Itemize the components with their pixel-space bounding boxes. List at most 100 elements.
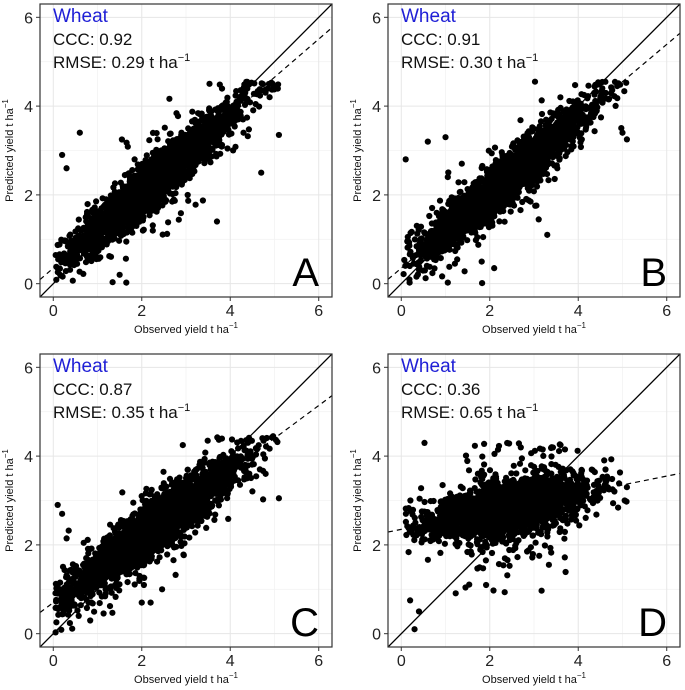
data-point [540,170,547,177]
data-point [109,279,116,286]
data-point [216,136,223,143]
data-point [194,132,201,139]
data-point [177,210,184,217]
data-point [550,126,557,133]
data-point [426,212,433,220]
data-point [90,245,97,252]
data-point [536,123,543,130]
data-point [545,148,552,155]
data-point [218,128,225,135]
data-point [504,164,511,171]
data-point [549,154,556,161]
data-point [156,196,163,203]
data-point [517,117,524,124]
y-tick-label: 0 [24,277,33,294]
data-point [519,157,526,164]
data-point [443,228,450,235]
data-point [446,237,454,244]
y-tick-label: 2 [24,188,33,205]
data-point [529,173,536,180]
data-point [572,82,579,89]
x-tick-label: 4 [226,303,235,320]
data-point [464,237,471,244]
data-point [93,198,100,205]
data-point [64,257,71,264]
crop-label: Wheat [401,6,457,27]
data-point [480,234,487,241]
data-point [473,192,480,200]
data-point [571,130,578,137]
data-point [498,149,505,156]
data-point [256,103,263,110]
data-point [161,124,168,131]
data-point [110,194,117,201]
data-point [476,175,483,182]
data-point [455,179,462,186]
data-point [562,132,569,139]
data-point [95,208,102,215]
data-point [551,175,558,183]
data-point [491,144,499,151]
data-point [134,166,141,173]
data-point [522,148,529,155]
data-point [444,174,451,181]
data-point [538,110,546,118]
data-point [545,177,552,184]
data-point [623,79,630,86]
data-point [161,145,168,152]
data-point [106,231,113,238]
data-point [507,154,514,161]
data-point [517,207,524,214]
data-point [213,153,220,160]
y-axis-title: Predicted yield t ha−1 [349,99,364,202]
data-point [233,88,240,95]
data-point [138,162,145,169]
data-point [123,279,130,286]
data-point [58,259,65,266]
crop-label: Wheat [53,6,109,27]
data-point [502,157,509,165]
data-point [95,224,102,232]
data-point [148,169,155,177]
data-point [103,196,110,203]
data-point [564,111,571,118]
data-point [219,102,226,109]
data-point [472,199,479,206]
data-point [515,174,522,181]
data-point [507,208,514,215]
data-point [402,156,409,163]
data-point [145,203,153,210]
data-point [250,90,257,97]
data-point [166,95,173,102]
data-point [516,139,524,146]
data-point [406,262,413,270]
data-point [258,80,265,87]
data-point [116,237,123,244]
data-point [585,82,592,89]
data-point [419,242,426,249]
data-point [483,184,490,191]
data-point [404,244,411,251]
data-point [116,224,123,231]
data-point [206,80,213,87]
data-point [189,108,196,115]
data-point [146,137,153,144]
data-point [597,94,604,101]
data-point [97,254,104,261]
data-point [582,126,589,133]
x-tick-label: 2 [137,303,146,320]
data-point [74,260,81,267]
data-point [143,152,150,159]
data-point [62,237,69,244]
data-point [619,129,626,136]
data-point [492,173,499,180]
data-point [111,235,118,242]
data-point [153,208,160,215]
data-point [442,208,449,215]
data-point [169,183,176,190]
data-point [140,200,147,207]
plot-border [39,3,333,298]
data-point [158,156,166,163]
